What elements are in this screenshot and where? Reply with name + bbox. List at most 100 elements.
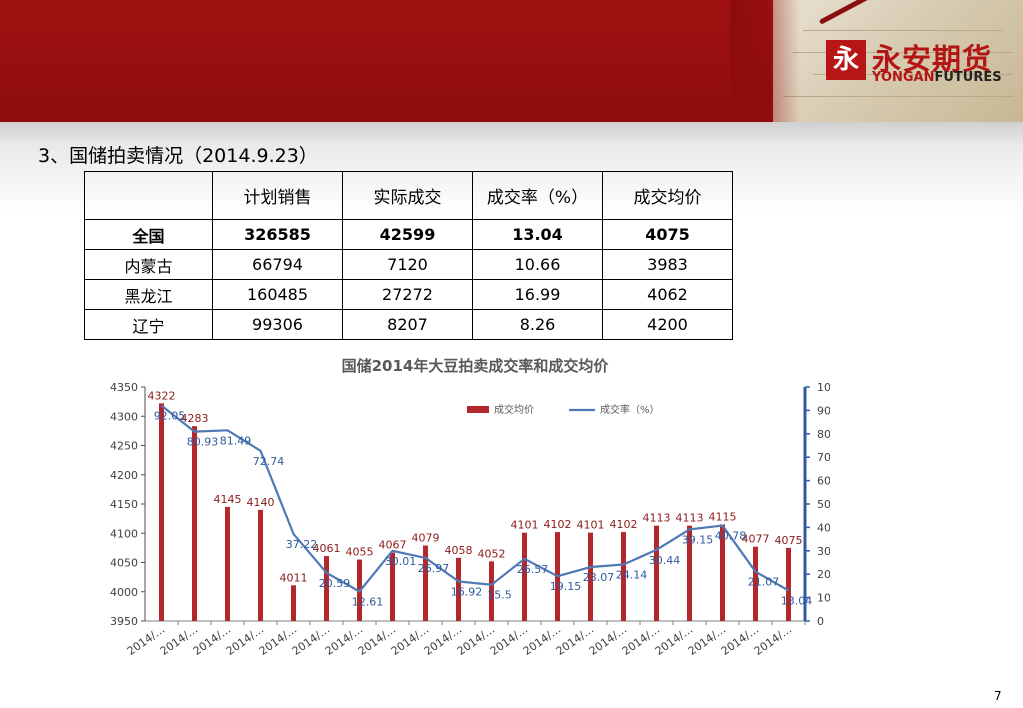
bar [522, 532, 527, 621]
paper-line [813, 74, 1013, 75]
bar-data-label: 4101 [577, 519, 605, 532]
bar [687, 525, 692, 621]
table-cell: 10.66 [472, 249, 603, 280]
paper-line [803, 30, 1003, 31]
bar [621, 532, 626, 621]
bar-data-label: 4102 [610, 518, 638, 531]
logo-en-brand: YONGAN [872, 70, 935, 85]
logo-mark-icon: 永 [826, 40, 866, 80]
line-data-label: 16.92 [451, 585, 483, 598]
bar-data-label: 4113 [676, 512, 704, 525]
slide-title: 3、国储拍卖情况（2014.9.23） [38, 145, 318, 167]
table-header-cell: 成交率（%） [472, 171, 603, 220]
table-cell: 66794 [212, 249, 343, 280]
table-cell: 160485 [212, 279, 343, 310]
table-cell: 326585 [212, 219, 343, 250]
table-cell: 黑龙江 [84, 279, 213, 310]
bar [423, 545, 428, 621]
left-axis-tick-label: 4200 [110, 469, 138, 482]
line-data-label: 39.15 [682, 533, 714, 546]
line-data-label: 24.14 [616, 569, 648, 582]
table-cell: 4200 [602, 309, 733, 340]
left-axis-tick-label: 4050 [110, 557, 138, 570]
bar [588, 532, 593, 621]
left-axis-tick-label: 4150 [110, 498, 138, 511]
table-header-row: 计划销售 实际成交 成交率（%） 成交均价 [84, 171, 733, 220]
right-axis-tick-label: 100 [817, 381, 830, 394]
line-data-label: 23.07 [583, 571, 615, 584]
bar [291, 585, 296, 621]
bar-data-label: 4077 [742, 533, 770, 546]
bar [390, 552, 395, 621]
bar-data-label: 4011 [280, 571, 308, 584]
line-data-label: 20.59 [319, 577, 351, 590]
bar-data-label: 4079 [412, 532, 440, 545]
line-data-label: 19.15 [550, 580, 582, 593]
bar-data-label: 4283 [181, 412, 209, 425]
table-header-cell: 实际成交 [342, 171, 473, 220]
legend-line-label: 成交率（%） [600, 403, 660, 416]
right-axis-tick-label: 20 [817, 568, 830, 581]
paper-line [793, 52, 1013, 53]
bar-data-label: 4113 [643, 512, 671, 525]
table-cell: 13.04 [472, 219, 603, 250]
line-data-label: 80.93 [187, 436, 219, 449]
line-data-label: 12.61 [352, 595, 384, 608]
right-axis-tick-label: 30 [817, 545, 830, 558]
bar [258, 509, 263, 621]
legend-bar-label: 成交均价 [494, 403, 534, 416]
left-axis-tick-label: 3950 [110, 615, 138, 628]
right-axis-tick-label: 70 [817, 451, 830, 464]
table-cell: 27272 [342, 279, 473, 310]
logo-english-name: YONGANFUTURES [872, 70, 1002, 85]
line-data-label: 26.97 [418, 562, 450, 575]
table-cell: 辽宁 [84, 309, 213, 340]
table-row: 内蒙古 66794 7120 10.66 3983 [84, 249, 733, 280]
paper-line [783, 96, 1013, 97]
table-row: 全国 326585 42599 13.04 4075 [84, 219, 733, 250]
left-axis-tick-label: 4000 [110, 586, 138, 599]
logo-en-suffix: FUTURES [934, 70, 1002, 85]
bar-data-label: 4322 [148, 389, 176, 402]
right-axis-tick-label: 10 [817, 592, 830, 605]
bar [786, 547, 791, 621]
bar-data-label: 4067 [379, 539, 407, 552]
logo-chinese-name: 永安期货 [872, 42, 993, 76]
left-axis-tick-label: 4250 [110, 440, 138, 453]
bar-data-label: 4075 [775, 534, 803, 547]
bar [753, 546, 758, 621]
line-data-label: 15.5 [487, 589, 512, 602]
line-data-label: 26.57 [517, 563, 549, 576]
chart-title: 国储2014年大豆拍卖成交率和成交均价 [342, 357, 610, 375]
line-data-label: 92.05 [154, 410, 186, 423]
bar-data-label: 4145 [214, 493, 242, 506]
x-axis-tick-label: 2014/… [752, 623, 794, 658]
left-axis-tick-label: 4350 [110, 381, 138, 394]
table-cell: 8207 [342, 309, 473, 340]
table-cell: 16.99 [472, 279, 603, 310]
table-cell: 42599 [342, 219, 473, 250]
right-axis-tick-label: 0 [817, 615, 824, 628]
line-data-label: 37.22 [286, 538, 318, 551]
bar [324, 556, 329, 621]
bar-data-label: 4058 [445, 544, 473, 557]
bar [654, 525, 659, 621]
bar-data-label: 4102 [544, 518, 572, 531]
bar [225, 506, 230, 621]
rate-line [160, 404, 790, 593]
table-cell: 全国 [84, 219, 213, 250]
auction-table: 计划销售 实际成交 成交率（%） 成交均价 全国 326585 42599 13… [84, 171, 733, 340]
bar [192, 426, 197, 621]
line-data-label: 21.07 [748, 576, 780, 589]
bar-data-label: 4115 [709, 510, 737, 523]
table-header-cell: 成交均价 [602, 171, 733, 220]
right-axis-tick-label: 80 [817, 428, 830, 441]
table-cell: 7120 [342, 249, 473, 280]
bar [159, 403, 164, 621]
bar-data-label: 4052 [478, 547, 506, 560]
line-data-label: 30.01 [385, 555, 417, 568]
legend-bar-swatch [467, 406, 489, 413]
left-axis-tick-label: 4100 [110, 527, 138, 540]
auction-chart: 国储2014年大豆拍卖成交率和成交均价 3950 4000 4050 4100 4150 4… [110, 357, 830, 658]
line-data-label: 81.49 [220, 434, 252, 447]
